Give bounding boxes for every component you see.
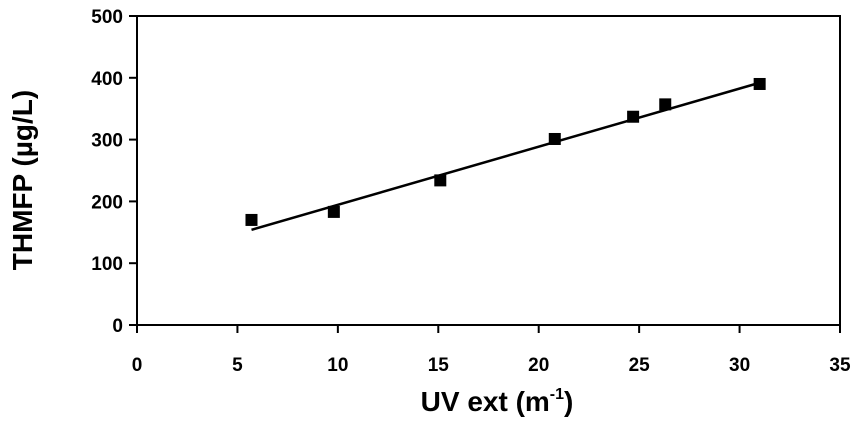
x-tick-label: 20: [528, 355, 549, 376]
y-tick-label: 300: [91, 131, 123, 152]
data-point: [627, 110, 640, 123]
y-tick-label: 100: [91, 254, 123, 275]
x-tick-label: 0: [132, 355, 143, 376]
data-point: [245, 213, 258, 226]
data-point: [659, 98, 672, 111]
x-tick-label: 10: [327, 355, 348, 376]
x-tick-label: 30: [729, 355, 750, 376]
data-point: [327, 205, 340, 218]
y-axis-ticks: 0 100 200 300 400 500: [91, 7, 137, 337]
y-tick-label: 400: [91, 69, 123, 90]
data-point: [753, 77, 766, 90]
x-axis-title-main: UV ext (m: [421, 386, 550, 417]
y-axis-title: THMFP (µg/L): [7, 90, 38, 270]
y-tick-label: 200: [91, 192, 123, 213]
data-point: [434, 174, 447, 187]
x-tick-label: 5: [232, 355, 243, 376]
trendline-group: [251, 81, 761, 232]
x-axis-title: UV ext (m-1): [421, 386, 574, 417]
x-tick-label: 25: [629, 355, 651, 376]
trendline: [251, 81, 761, 232]
plot-area: [136, 15, 841, 326]
data-point: [548, 132, 561, 145]
x-axis-ticks: 0 5 10 15 20 25 30 35: [132, 325, 851, 376]
x-axis-title-superscript: -1: [550, 386, 564, 403]
y-tick-label: 0: [112, 316, 123, 337]
y-tick-label: 500: [91, 7, 123, 28]
x-axis-title-suffix: ): [564, 386, 573, 417]
x-tick-label: 35: [829, 355, 851, 376]
data-points: [245, 77, 766, 226]
x-tick-label: 15: [428, 355, 450, 376]
